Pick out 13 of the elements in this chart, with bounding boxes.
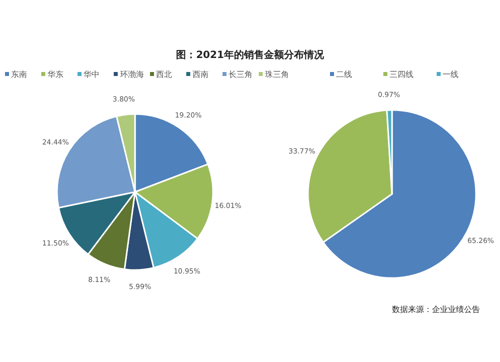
legend-label: 珠三角 bbox=[264, 70, 289, 79]
legend-label: 华东 bbox=[47, 70, 64, 79]
legend-label: 一线 bbox=[442, 70, 459, 79]
legend-label: 西北 bbox=[156, 70, 172, 79]
legend-label: 华中 bbox=[84, 70, 100, 79]
legend-label: 二线 bbox=[336, 70, 352, 79]
legend-label: 西南 bbox=[192, 70, 208, 79]
legend-label: 环渤海 bbox=[120, 70, 144, 79]
legend-label: 东南 bbox=[11, 70, 27, 79]
source-note: 数据来源：企业业绩公告 bbox=[392, 305, 480, 314]
legend-label: 长三角 bbox=[228, 70, 252, 79]
chart-title: 图：2021年的销售金额分布情况 bbox=[176, 49, 325, 61]
legend-label: 三四线 bbox=[389, 70, 414, 79]
